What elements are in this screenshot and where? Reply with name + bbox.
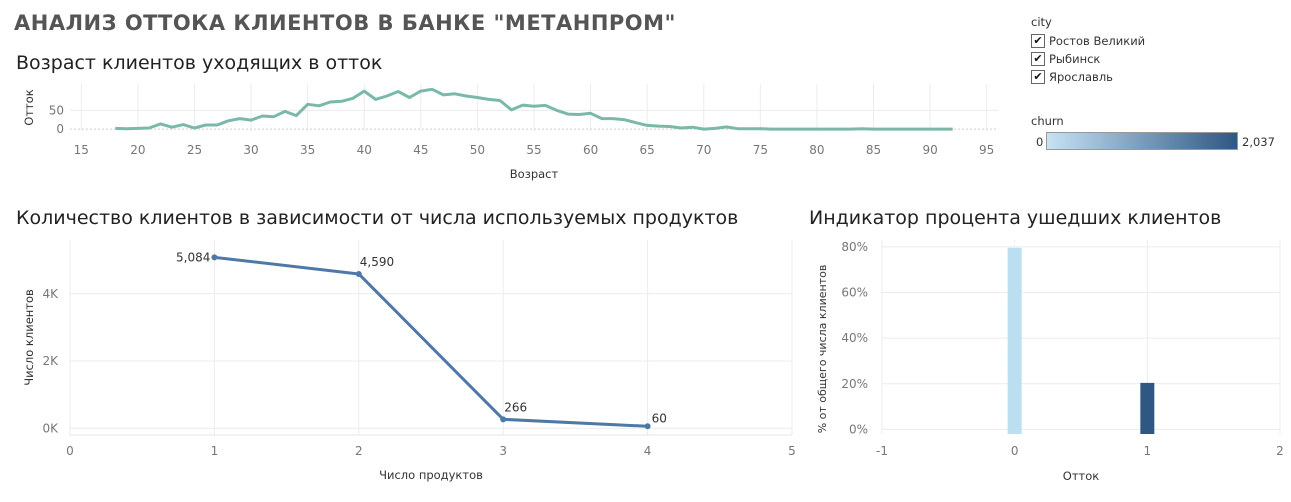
products-line-chart: 0 1 2 3 4 5 0K 2K 4K Число продуктов Число клиенто… — [22, 240, 796, 482]
data-label: 5,084 — [176, 250, 210, 264]
x-tick-label: 4 — [644, 444, 652, 458]
x-tick-label: 2 — [355, 444, 363, 458]
x-tick-label: 5 — [788, 444, 796, 458]
x-tick-label: 50 — [470, 143, 485, 157]
city-filter-label: Рыбинск — [1049, 52, 1101, 66]
x-tick-label: 25 — [187, 143, 202, 157]
x-tick-label: 95 — [979, 143, 994, 157]
age-chart-title: Возраст клиентов уходящих в отток — [16, 52, 383, 74]
x-tick-label: 85 — [866, 143, 881, 157]
y-tick-label: 80% — [841, 240, 868, 254]
x-tick-label: -1 — [876, 444, 888, 458]
y-tick-label: 20% — [841, 377, 868, 391]
x-tick-label: 1 — [1144, 444, 1152, 458]
x-tick-label: 15 — [74, 143, 89, 157]
churn-legend-max: 2,037 — [1242, 135, 1275, 149]
checkbox-checked-icon[interactable]: ✔ — [1031, 34, 1045, 48]
x-tick-label: 35 — [300, 143, 315, 157]
y-tick-label: 2K — [42, 354, 59, 368]
y-tick-label: 40% — [841, 331, 868, 345]
x-tick-label: 2 — [1276, 444, 1284, 458]
age-churn-line — [115, 87, 953, 131]
x-tick-label: 3 — [499, 444, 507, 458]
x-axis-label: Число продуктов — [379, 468, 483, 482]
checkbox-checked-icon[interactable]: ✔ — [1031, 52, 1045, 66]
x-tick-label: 30 — [243, 143, 258, 157]
checkbox-checked-icon[interactable]: ✔ — [1031, 70, 1045, 84]
data-point — [500, 416, 507, 423]
y-tick-label: 0 — [56, 122, 64, 136]
y-axis-label: Отток — [22, 89, 36, 125]
products-line — [214, 255, 648, 428]
y-axis-label: Число клиентов — [22, 289, 36, 386]
x-tick-label: 0 — [66, 444, 74, 458]
y-tick-label: 0K — [42, 421, 59, 435]
products-chart-title: Количество клиентов в зависимости от чис… — [16, 207, 739, 229]
churn-bar — [1140, 382, 1155, 434]
churn-bar — [1007, 247, 1022, 434]
y-tick-label: 50 — [49, 103, 64, 117]
x-tick-label: 0 — [1011, 444, 1019, 458]
x-tick-label: 60 — [583, 143, 598, 157]
city-filter-item[interactable]: ✔ Ярославль — [1031, 68, 1113, 86]
data-label: 4,590 — [360, 255, 394, 269]
x-tick-label: 20 — [130, 143, 145, 157]
churn-color-ramp — [1046, 132, 1238, 150]
data-label: 60 — [652, 411, 667, 425]
x-tick-label: 70 — [696, 143, 711, 157]
data-point — [211, 254, 218, 261]
city-filter-label: Ярославль — [1049, 70, 1113, 84]
x-tick-label: 90 — [922, 143, 937, 157]
churn-indicator-title: Индикатор процента ушедших клиентов — [809, 207, 1222, 229]
city-legend-title: city — [1031, 15, 1052, 29]
age-churn-line-chart: 15 20 25 30 35 40 45 50 55 60 65 70 75 80 85 90 95 0 50 Воз… — [22, 84, 998, 181]
data-point — [355, 270, 362, 277]
y-axis-label: % от общего числа клиентов — [816, 265, 829, 434]
x-tick-label: 65 — [640, 143, 655, 157]
x-axis-label: Отток — [1063, 469, 1099, 483]
city-filter-label: Ростов Великий — [1049, 34, 1146, 48]
x-tick-label: 40 — [357, 143, 372, 157]
x-tick-label: 55 — [526, 143, 541, 157]
city-filter-item[interactable]: ✔ Рыбинск — [1031, 50, 1100, 68]
x-tick-label: 80 — [809, 143, 824, 157]
x-axis-label: Возраст — [510, 167, 559, 181]
data-point — [644, 423, 651, 430]
city-filter-item[interactable]: ✔ Ростов Великий — [1031, 32, 1145, 50]
x-tick-label: 45 — [413, 143, 428, 157]
churn-legend-title: churn — [1031, 114, 1064, 128]
y-tick-label: 4K — [42, 287, 59, 301]
y-tick-label: 60% — [841, 285, 868, 299]
churn-legend-min: 0 — [1036, 135, 1044, 149]
dashboard-title: АНАЛИЗ ОТТОКА КЛИЕНТОВ В БАНКЕ "МЕТАНПРО… — [14, 11, 676, 35]
x-tick-label: 1 — [211, 444, 219, 458]
churn-percent-bar-chart: -1 0 1 20%20%40%60%80%Отток% от общего числ… — [816, 240, 1284, 483]
data-label: 266 — [504, 400, 527, 414]
x-tick-label: 75 — [753, 143, 768, 157]
y-tick-label: 0% — [849, 422, 868, 436]
